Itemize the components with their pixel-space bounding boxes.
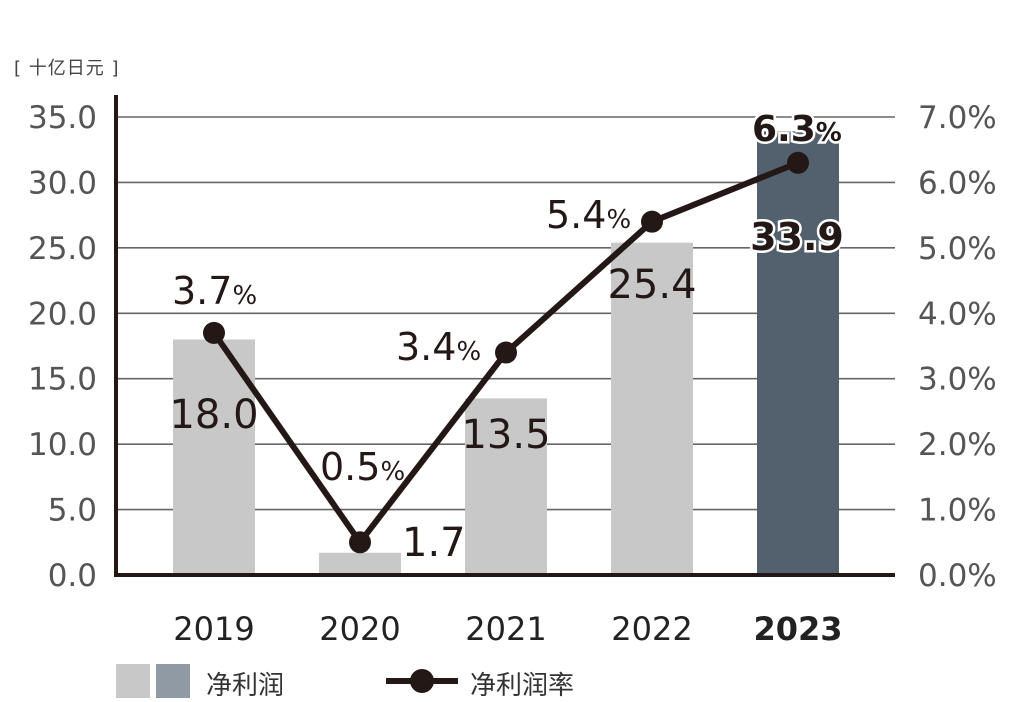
y-right-tick-label: 2.0% xyxy=(918,427,997,463)
y-right-tick-label: 1.0% xyxy=(918,493,997,529)
y-left-tick-label: 25.0 xyxy=(28,231,97,267)
legend-line-label: 净利润率 xyxy=(470,671,575,701)
y-right-tick-label: 7.0% xyxy=(918,100,997,136)
bar-value-label: 1.7 xyxy=(402,520,466,566)
margin-point-2021 xyxy=(495,341,517,364)
legend-bar-swatch-gray xyxy=(116,664,150,698)
margin-value-label: 3.7% xyxy=(172,269,257,313)
margin-value-label: 0.5% xyxy=(320,445,405,489)
chart: 0.0 5.0 10.0 15.0 20.0 25.0 30.0 35.0 0.0% 1.0% 2.… xyxy=(28,95,997,648)
legend-line-marker xyxy=(386,669,458,693)
margin-point-2019 xyxy=(203,321,225,344)
bar-2022 xyxy=(611,242,693,575)
margin-point-2022 xyxy=(641,210,663,233)
y-right-tick-label: 4.0% xyxy=(918,296,997,332)
bar-2021 xyxy=(465,398,547,575)
margin-value-label: 6.3% xyxy=(752,109,842,150)
y-left-tick-label: 0.0 xyxy=(48,558,97,594)
x-tick-label: 2020 xyxy=(319,610,400,648)
x-tick-label: 2021 xyxy=(465,610,546,648)
y-left-tick-label: 20.0 xyxy=(28,296,97,332)
y-left-tick-label: 15.0 xyxy=(28,362,97,398)
bar-value-label: 33.9 xyxy=(750,215,844,259)
y-left-tick-label: 30.0 xyxy=(28,165,97,201)
legend-bar-label: 净利润 xyxy=(206,671,285,701)
y-left-tick-label: 35.0 xyxy=(28,100,97,136)
bar-value-label: 18.0 xyxy=(169,392,258,438)
margin-point-2023 xyxy=(787,151,809,174)
margin-value-label: 3.4% xyxy=(396,325,481,369)
margin-point-2020 xyxy=(349,531,371,554)
bar-value-label: 13.5 xyxy=(461,412,550,458)
y-right-tick-label: 5.0% xyxy=(918,231,997,267)
x-tick-label: 2019 xyxy=(173,610,254,648)
bar-2020 xyxy=(319,552,401,575)
y-right-tick-label: 6.0% xyxy=(918,165,997,201)
bar-value-label: 25.4 xyxy=(607,262,696,308)
bar-2023 xyxy=(757,131,839,575)
y-right-tick-label: 3.0% xyxy=(918,362,997,398)
x-tick-label: 2022 xyxy=(611,610,692,648)
y-left-tick-label: 5.0 xyxy=(48,493,97,529)
y-right-tick-label: 0.0% xyxy=(918,558,997,594)
y-left-tick-label: 10.0 xyxy=(28,427,97,463)
unit-label: [ 十亿日元 ] xyxy=(14,58,120,79)
legend-bar-swatch-dark xyxy=(156,664,190,698)
x-tick-label: 2023 xyxy=(753,610,842,648)
margin-value-label: 5.4% xyxy=(546,193,631,237)
bar-2019 xyxy=(173,339,255,575)
